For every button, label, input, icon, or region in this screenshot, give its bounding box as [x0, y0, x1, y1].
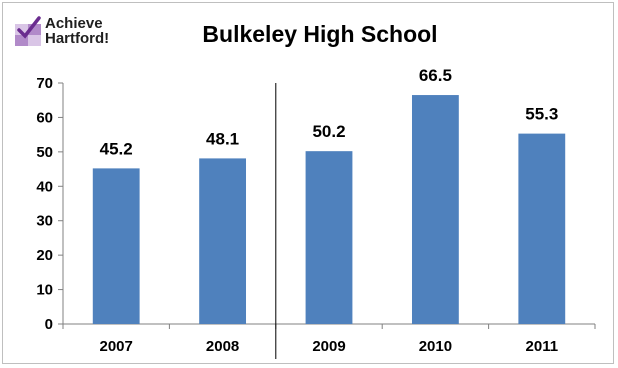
logo-text-line2: Hartford!: [45, 30, 110, 47]
y-tick-label: 20: [36, 247, 53, 264]
chart-title: Bulkeley High School: [202, 21, 438, 47]
y-tick-label: 30: [36, 213, 53, 230]
data-label: 50.2: [312, 122, 345, 141]
data-label: 48.1: [206, 129, 239, 148]
x-tick-label: 2009: [312, 338, 345, 355]
achieve-hartford-logo-icon: [15, 16, 41, 46]
bar: [411, 95, 459, 324]
y-tick-label: 60: [36, 109, 53, 126]
bar: [305, 151, 353, 324]
y-tick-label: 40: [36, 178, 53, 195]
x-tick-label: 2008: [206, 338, 239, 355]
data-label: 45.2: [100, 139, 133, 158]
x-tick-label: 2007: [100, 338, 133, 355]
bar-chart: 0 10 20 30 40 50 60 70 45.2 2007 48.1 2008 50.2 2009 6…: [36, 66, 596, 359]
y-tick-label: 70: [36, 75, 53, 92]
logo-text-line1: Achieve: [45, 15, 103, 32]
x-tick-label: 2011: [526, 338, 559, 355]
y-tick-label: 0: [45, 316, 53, 333]
y-tick-label: 10: [36, 282, 53, 299]
bar: [199, 158, 247, 324]
chart-frame: Achieve Hartford! Bulkeley High School 0…: [2, 2, 614, 364]
bar: [518, 133, 566, 324]
data-label: 66.5: [419, 66, 452, 85]
x-tick-label: 2010: [419, 338, 452, 355]
bar: [92, 168, 140, 324]
y-tick-label: 50: [36, 144, 53, 161]
achieve-hartford-logo: Achieve Hartford!: [13, 13, 153, 57]
data-label: 55.3: [525, 105, 558, 124]
